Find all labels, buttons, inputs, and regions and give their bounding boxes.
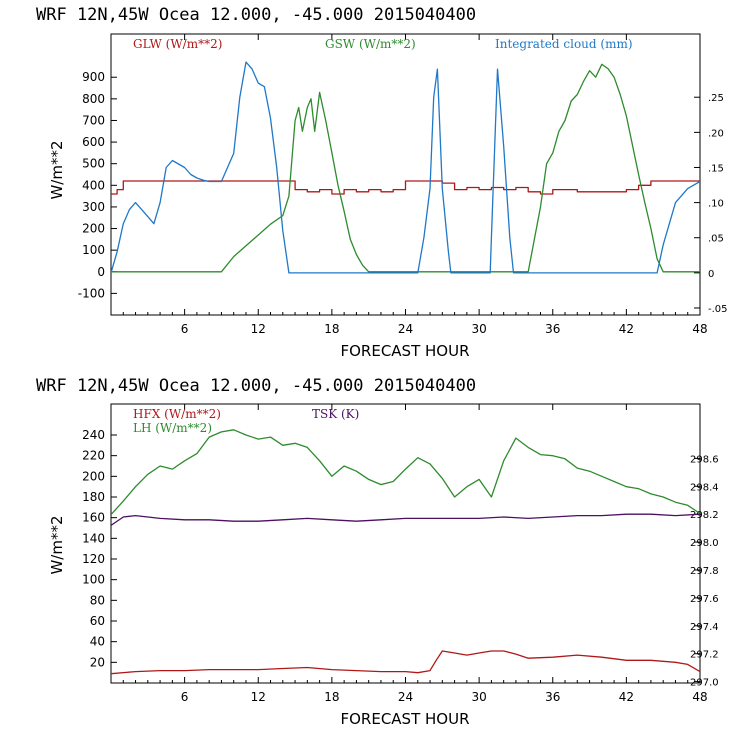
y-tick-label: 40: [90, 635, 105, 649]
right-tick-label: .20: [708, 128, 724, 139]
y-tick-label: 180: [82, 490, 105, 504]
y-tick-label: 200: [82, 469, 105, 483]
series-line-gsw: [111, 63, 700, 273]
x-tick-label: 24: [398, 690, 413, 704]
y-axis-label: W/m**2: [48, 140, 66, 199]
right-tick-label: 298.6: [690, 454, 719, 465]
series-line-tsk: [111, 513, 700, 526]
series-group: [111, 429, 700, 675]
series-line-lh: [111, 429, 700, 516]
x-tick-label: 12: [251, 690, 266, 704]
legend-entry: TSK (K): [312, 407, 359, 421]
chart-panel-2: WRF 12N,45W Ocea 12.000, -45.000 2015040…: [36, 376, 719, 728]
y-tick-label: 120: [82, 552, 105, 566]
x-tick-label: 18: [324, 690, 339, 704]
y-tick-label: 700: [82, 113, 105, 127]
right-tick-label: 0: [708, 269, 714, 280]
y-axis-label: W/m**2: [48, 515, 66, 574]
x-tick-label: 48: [692, 322, 707, 336]
x-tick-label: 42: [619, 690, 634, 704]
x-tick-label: 6: [181, 322, 189, 336]
x-tick-label: 48: [692, 690, 707, 704]
right-tick-label: .05: [708, 234, 724, 245]
x-tick-label: 24: [398, 322, 413, 336]
y-tick-label: 20: [90, 655, 105, 669]
series-line-integrated: [111, 61, 700, 274]
right-tick-label: 297.2: [690, 650, 719, 661]
y-tick-label: 240: [82, 428, 105, 442]
chart-header: WRF 12N,45W Ocea 12.000, -45.000 2015040…: [36, 5, 476, 25]
right-tick-label: 297.0: [690, 678, 719, 689]
y-tick-label: 100: [82, 573, 105, 587]
right-tick-label: .15: [708, 163, 724, 174]
x-axis-label: FORECAST HOUR: [340, 710, 469, 728]
chart-header: WRF 12N,45W Ocea 12.000, -45.000 2015040…: [36, 376, 476, 396]
series-line-glw: [111, 180, 700, 195]
series-group: [111, 61, 700, 274]
y-tick-label: 900: [82, 70, 105, 84]
right-tick-label: .25: [708, 93, 724, 104]
legend-entry: GLW (W/m**2): [133, 37, 222, 51]
y-tick-label: 80: [90, 593, 105, 607]
y-tick-label: 100: [82, 243, 105, 257]
y-tick-label: 160: [82, 511, 105, 525]
x-tick-label: 12: [251, 322, 266, 336]
x-tick-label: 18: [324, 322, 339, 336]
right-tick-label: 298.4: [690, 482, 719, 493]
y-tick-label: 220: [82, 449, 105, 463]
right-tick-label: 297.4: [690, 622, 719, 633]
legend-entry: GSW (W/m**2): [325, 37, 416, 51]
right-tick-label: .10: [708, 199, 724, 210]
right-tick-label: 298.2: [690, 510, 719, 521]
x-tick-label: 30: [471, 690, 486, 704]
x-tick-label: 36: [545, 690, 560, 704]
legend-entry: HFX (W/m**2): [133, 407, 221, 421]
right-tick-label: -.05: [708, 304, 728, 315]
chart-panel-1: WRF 12N,45W Ocea 12.000, -45.000 2015040…: [36, 5, 728, 360]
y-tick-label: 140: [82, 531, 105, 545]
x-tick-label: 36: [545, 322, 560, 336]
right-tick-label: 298.0: [690, 538, 719, 549]
x-axis-label: FORECAST HOUR: [340, 342, 469, 360]
y-tick-label: 60: [90, 614, 105, 628]
y-tick-label: 0: [97, 265, 105, 279]
y-tick-label: 800: [82, 92, 105, 106]
y-tick-label: 600: [82, 135, 105, 149]
x-tick-label: 42: [619, 322, 634, 336]
plot-frame: [110, 403, 701, 684]
legend-entry: LH (W/m**2): [133, 421, 212, 435]
x-tick-label: 6: [181, 690, 189, 704]
series-line-hfx: [111, 650, 700, 675]
y-tick-label: -100: [78, 286, 105, 300]
y-tick-label: 500: [82, 157, 105, 171]
y-tick-label: 400: [82, 178, 105, 192]
x-tick-label: 30: [471, 322, 486, 336]
y-tick-label: 300: [82, 200, 105, 214]
right-tick-label: 297.6: [690, 594, 719, 605]
right-tick-label: 297.8: [690, 566, 719, 577]
y-tick-label: 200: [82, 222, 105, 236]
legend-entry: Integrated cloud (mm): [495, 37, 633, 51]
